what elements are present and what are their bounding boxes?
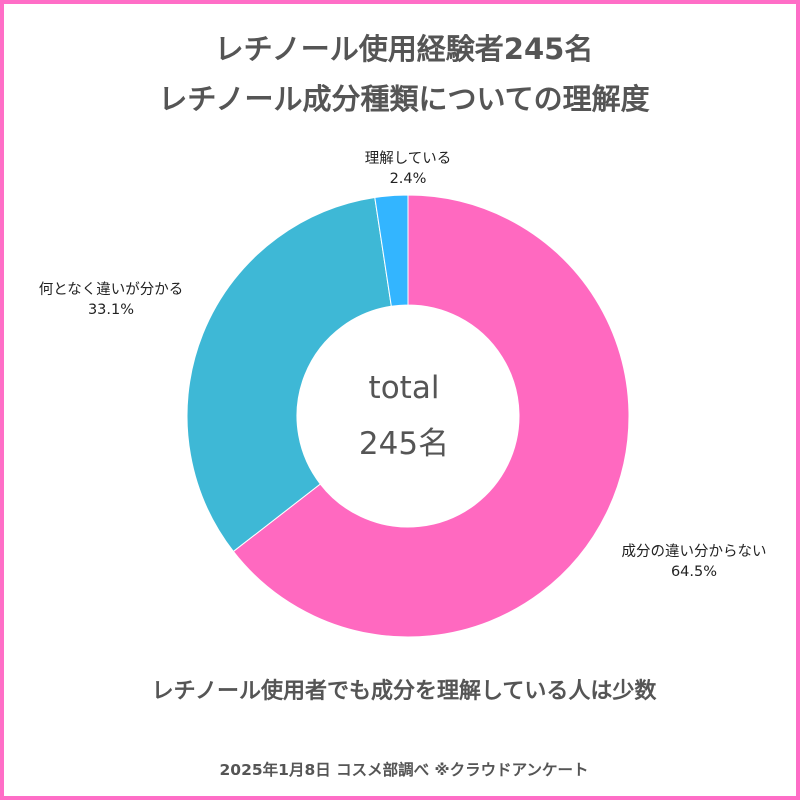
chart-title-line-1: レチノール使用経験者245名 (214, 32, 594, 66)
center-total-label: total (368, 370, 440, 406)
slice-label-somewhat-name: 何となく違いが分かる (38, 282, 184, 298)
chart-footer: 2025年1月8日 コスメ部調べ ※クラウドアンケート (219, 761, 589, 779)
donut-chart (186, 194, 630, 638)
center-total-value: 245名 (358, 426, 450, 462)
chart-caption: レチノール使用者でも成分を理解している人は少数 (151, 679, 657, 704)
chart-title-line-2: レチノール成分種類についての理解度 (158, 82, 650, 116)
slice-label-unknown: 成分の違い分からない 64.5% (589, 542, 799, 582)
slice-label-unknown-name: 成分の違い分からない (621, 544, 767, 560)
slice-understand (374, 194, 409, 307)
slice-label-understand-name: 理解している (364, 151, 452, 167)
slice-label-understand-value: 2.4% (389, 171, 427, 187)
slice-unknown (232, 194, 630, 638)
slice-somewhat (186, 196, 392, 553)
slice-label-understand: 理解している 2.4% (303, 149, 513, 189)
slice-label-somewhat: 何となく違いが分かる 33.1% (6, 280, 216, 320)
slice-label-somewhat-value: 33.1% (87, 302, 135, 318)
slice-label-unknown-value: 64.5% (670, 564, 718, 580)
